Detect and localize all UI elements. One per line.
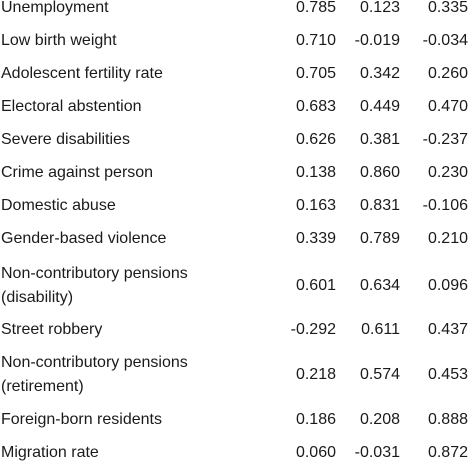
value-cell: 0.210	[427, 230, 468, 247]
value-cell: 0.449	[359, 98, 400, 115]
table-row: Non-contributory pensions (retirement) 0…	[0, 351, 474, 399]
row-label: Non-contributory pensions (retirement)	[1, 354, 188, 395]
value-cell: 0.710	[295, 32, 336, 49]
value-cell: 0.096	[427, 277, 468, 294]
table-row: Adolescent fertility rate 0.705 0.342 0.…	[0, 62, 474, 86]
table-row: Non-contributory pensions (disability) 0…	[0, 262, 474, 310]
value-cell: 0.218	[295, 366, 336, 383]
value-cell: 0.470	[427, 98, 468, 115]
value-cell: 0.785	[295, 0, 336, 16]
table-row: Migration rate 0.060 -0.031 0.872	[0, 441, 474, 465]
value-cell: 0.381	[359, 131, 400, 148]
value-cell: 0.342	[359, 65, 400, 82]
value-cell: 0.634	[359, 277, 400, 294]
value-cell: -0.034	[422, 32, 468, 49]
value-cell: 0.437	[427, 321, 468, 338]
value-cell: -0.292	[290, 321, 336, 338]
value-cell: 0.860	[359, 164, 400, 181]
table-row: Domestic abuse 0.163 0.831 -0.106	[0, 194, 474, 218]
table-row: Electoral abstention 0.683 0.449 0.470	[0, 95, 474, 119]
value-cell: -0.019	[354, 32, 400, 49]
value-cell: 0.705	[295, 65, 336, 82]
table-row: Low birth weight 0.710 -0.019 -0.034	[0, 29, 474, 53]
value-cell: 0.611	[361, 321, 400, 338]
value-cell: 0.601	[295, 277, 336, 294]
row-label: Street robbery	[1, 321, 103, 338]
row-label: Crime against person	[1, 164, 154, 181]
value-cell: 0.574	[359, 366, 400, 383]
value-cell: 0.138	[295, 164, 336, 181]
row-label: Adolescent fertility rate	[1, 65, 163, 82]
value-cell: 0.260	[427, 65, 468, 82]
value-cell: 0.626	[295, 131, 336, 148]
value-cell: 0.831	[359, 197, 400, 214]
value-cell: -0.031	[354, 444, 400, 461]
row-label: Foreign-born residents	[1, 411, 162, 428]
value-cell: 0.872	[427, 444, 468, 461]
row-label: Severe disabilities	[1, 131, 130, 148]
value-cell: 0.163	[295, 197, 336, 214]
value-cell: 0.789	[359, 230, 400, 247]
value-cell: 0.888	[427, 411, 468, 428]
table-row: Foreign-born residents 0.186 0.208 0.888	[0, 408, 474, 432]
row-label: Electoral abstention	[1, 98, 142, 115]
value-cell: 0.453	[427, 366, 468, 383]
row-label: Non-contributory pensions (disability)	[1, 265, 188, 306]
table-row: Street robbery -0.292 0.611 0.437	[0, 318, 474, 342]
value-cell: 0.339	[295, 230, 336, 247]
value-cell: 0.230	[427, 164, 468, 181]
value-cell: 0.683	[295, 98, 336, 115]
value-cell: 0.335	[427, 0, 468, 16]
table-row: Crime against person 0.138 0.860 0.230	[0, 161, 474, 185]
value-cell: -0.237	[422, 131, 468, 148]
table-row: Severe disabilities 0.626 0.381 -0.237	[0, 128, 474, 152]
value-cell: 0.186	[295, 411, 336, 428]
value-cell: -0.106	[422, 197, 468, 214]
row-label: Domestic abuse	[1, 197, 116, 214]
value-cell: 0.060	[295, 444, 336, 461]
value-cell: 0.208	[359, 411, 400, 428]
value-cell: 0.123	[359, 0, 400, 16]
row-label: Gender-based violence	[1, 230, 167, 247]
row-label: Low birth weight	[1, 32, 117, 49]
row-label: Unemployment	[1, 0, 109, 16]
table-row: Gender-based violence 0.339 0.789 0.210	[0, 227, 474, 251]
table-row: Unemployment 0.785 0.123 0.335	[0, 0, 474, 20]
row-label: Migration rate	[1, 444, 99, 461]
